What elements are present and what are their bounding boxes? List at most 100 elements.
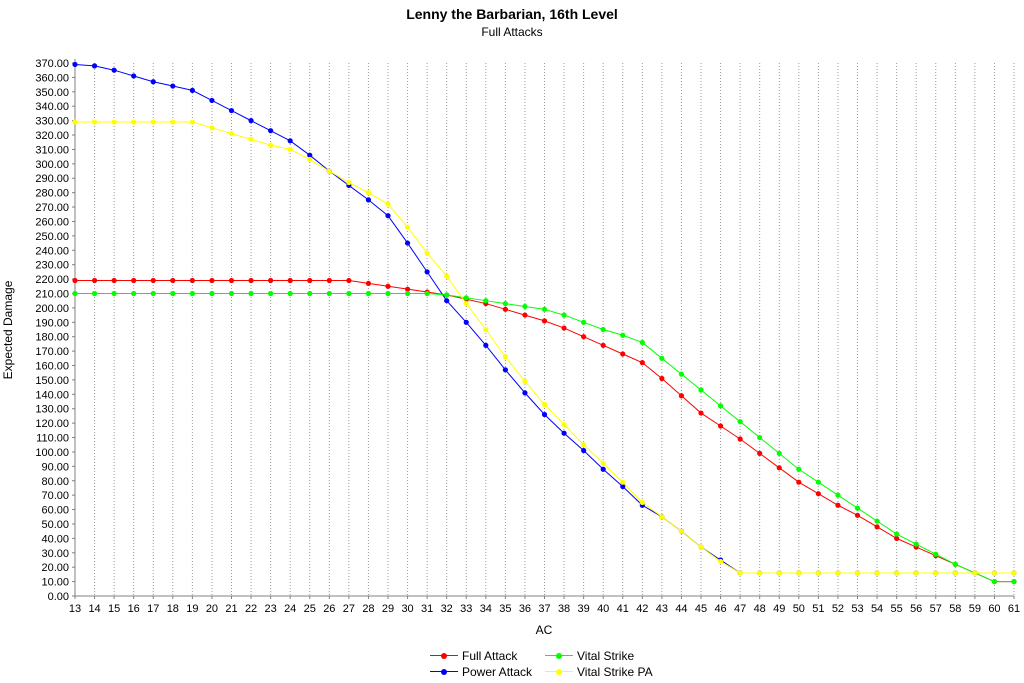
y-axis-label: Expected Damage: [1, 280, 15, 379]
data-point-vital-strike: [991, 578, 998, 585]
legend-item-full-attack: Full Attack: [430, 648, 517, 664]
x-tick-label: 14: [88, 603, 100, 615]
data-point-vital-strike-pa: [815, 570, 821, 576]
data-point-vital-strike-pa: [913, 570, 919, 576]
data-point-power-attack: [307, 152, 313, 158]
y-tick-label: 220.00: [35, 274, 69, 286]
data-point-vital-strike-pa: [541, 401, 548, 408]
data-point-vital-strike-pa: [600, 460, 606, 467]
data-point-power-attack: [72, 61, 78, 68]
data-point-power-attack: [404, 240, 411, 246]
data-point-vital-strike: [776, 450, 782, 456]
data-point-vital-strike: [894, 531, 900, 537]
data-point-vital-strike: [189, 290, 195, 297]
data-point-vital-strike: [913, 541, 919, 547]
y-tick-label: 140.00: [35, 389, 69, 401]
data-point-vital-strike-pa: [698, 544, 704, 550]
data-point-vital-strike-pa: [678, 528, 685, 534]
data-point-full-attack: [502, 306, 508, 312]
data-point-full-attack: [776, 465, 782, 471]
data-point-vital-strike: [502, 300, 508, 307]
data-point-full-attack: [72, 277, 78, 284]
data-point-vital-strike: [541, 306, 548, 312]
y-tick-label: 120.00: [35, 418, 69, 430]
y-tick-label: 260.00: [35, 216, 69, 228]
data-point-vital-strike-pa: [346, 179, 352, 186]
data-point-vital-strike: [326, 290, 332, 297]
data-point-vital-strike-pa: [463, 300, 469, 307]
y-tick-label: 20.00: [41, 562, 69, 574]
data-point-full-attack: [717, 423, 724, 429]
data-point-vital-strike-pa: [209, 125, 215, 131]
x-tick-label: 52: [832, 603, 844, 615]
data-point-vital-strike-pa: [150, 119, 156, 125]
data-point-power-attack: [620, 483, 626, 490]
x-tick-label: 44: [675, 603, 687, 615]
data-point-power-attack: [541, 411, 548, 418]
legend-swatch-power-attack: [430, 666, 458, 678]
data-point-full-attack: [268, 277, 274, 284]
data-point-vital-strike: [600, 326, 606, 333]
y-tick-label: 310.00: [35, 144, 69, 156]
data-point-vital-strike-pa: [757, 570, 763, 576]
data-point-vital-strike-pa: [854, 570, 861, 576]
x-tick-label: 25: [304, 603, 316, 615]
data-point-vital-strike-pa: [1011, 570, 1017, 576]
x-tick-label: 21: [225, 603, 237, 615]
data-point-vital-strike: [268, 290, 274, 297]
data-point-vital-strike-pa: [111, 119, 117, 125]
x-tick-label: 13: [69, 603, 81, 615]
data-point-vital-strike-pa: [385, 201, 391, 207]
x-tick-label: 48: [754, 603, 766, 615]
x-tick-label: 28: [362, 603, 374, 615]
data-point-full-attack: [346, 277, 352, 284]
data-point-full-attack: [874, 524, 880, 530]
grid-lines: [94, 63, 1015, 596]
data-point-vital-strike: [1011, 578, 1017, 585]
data-point-vital-strike-pa: [189, 119, 195, 125]
data-point-power-attack: [522, 390, 528, 396]
x-tick-label: 53: [851, 603, 863, 615]
data-point-vital-strike: [248, 290, 254, 297]
data-point-power-attack: [463, 319, 469, 325]
data-point-power-attack: [581, 447, 587, 454]
data-point-vital-strike-pa: [307, 156, 313, 163]
y-tick-label: 300.00: [35, 159, 69, 171]
data-point-full-attack: [894, 535, 900, 541]
y-tick-label: 50.00: [41, 519, 69, 531]
legend-swatch-vital-strike-pa: [545, 666, 573, 678]
data-point-full-attack: [170, 277, 176, 284]
data-point-vital-strike-pa: [424, 250, 430, 256]
data-point-vital-strike-pa: [659, 514, 665, 520]
data-point-vital-strike: [365, 290, 372, 297]
data-point-full-attack: [307, 277, 313, 284]
data-point-vital-strike: [659, 355, 665, 361]
data-point-full-attack: [561, 325, 567, 331]
x-tick-label: 26: [323, 603, 335, 615]
data-point-vital-strike-pa: [522, 378, 528, 384]
x-tick-label: 60: [988, 603, 1000, 615]
data-point-full-attack: [287, 277, 293, 284]
series-layer: [72, 61, 1017, 585]
data-point-vital-strike: [639, 339, 645, 346]
x-tick-label: 37: [538, 603, 550, 615]
data-point-vital-strike: [678, 371, 685, 377]
data-point-vital-strike-pa: [444, 273, 450, 279]
x-tick-label: 39: [578, 603, 590, 615]
data-point-vital-strike: [835, 492, 841, 498]
legend-label-power-attack: Power Attack: [462, 665, 533, 679]
x-tick-label: 36: [519, 603, 531, 615]
x-tick-label: 22: [245, 603, 257, 615]
data-point-vital-strike: [111, 290, 117, 297]
data-point-vital-strike: [287, 290, 293, 297]
data-point-vital-strike: [933, 551, 939, 557]
data-point-vital-strike: [463, 295, 469, 301]
data-point-vital-strike: [131, 290, 137, 297]
data-point-vital-strike: [522, 303, 528, 310]
y-tick-label: 10.00: [41, 577, 69, 589]
data-point-full-attack: [522, 312, 528, 318]
data-point-vital-strike: [170, 290, 176, 297]
y-tick-label: 250.00: [35, 231, 69, 243]
data-point-vital-strike: [424, 290, 430, 297]
data-point-full-attack: [111, 277, 117, 284]
